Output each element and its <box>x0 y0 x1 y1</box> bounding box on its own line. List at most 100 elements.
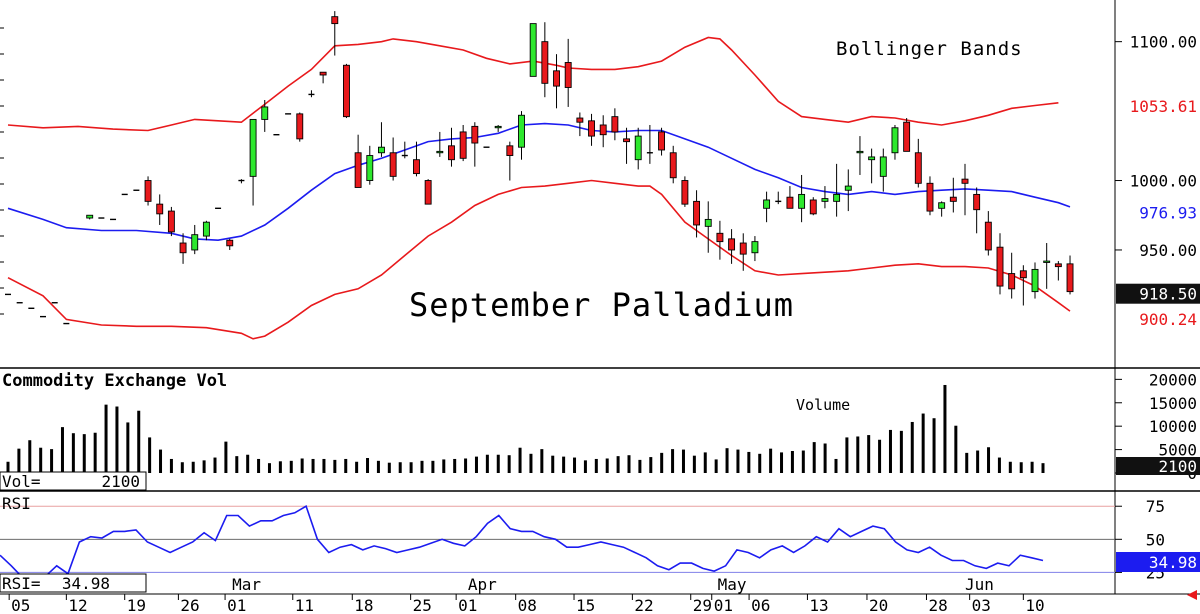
candle <box>996 233 1004 295</box>
volume-bar <box>834 458 838 473</box>
volume-bar <box>1008 461 1012 473</box>
date-tick-label-17: 28 <box>928 596 947 614</box>
month-label-1: Apr <box>468 575 497 594</box>
chart-title: September Palladium <box>409 286 794 324</box>
candle <box>179 233 187 264</box>
candle <box>1054 261 1062 281</box>
candle <box>914 138 922 188</box>
candle <box>611 108 619 141</box>
volume-bar <box>605 458 609 473</box>
candle <box>973 187 981 234</box>
volume-bar <box>551 455 555 473</box>
band-middle-line <box>7 122 1071 242</box>
candle <box>156 194 164 225</box>
volume-bar <box>60 427 64 473</box>
candle <box>1008 252 1016 299</box>
volume-bar <box>180 462 184 473</box>
candle <box>191 224 199 255</box>
volume-bar <box>910 421 914 473</box>
month-label-2: May <box>718 575 747 594</box>
volume-bar <box>747 451 751 473</box>
volume-bar <box>878 439 882 473</box>
volume-bar <box>104 404 108 473</box>
volume-bar <box>1030 461 1034 473</box>
candle-down-body <box>424 180 432 205</box>
candle <box>809 197 817 216</box>
volume-bar <box>627 455 631 473</box>
candle-up-body <box>86 214 94 219</box>
candle-down-body <box>576 117 584 123</box>
date-tick-label-16: 20 <box>869 596 888 614</box>
vol-readout-label: Vol= <box>2 472 41 491</box>
volume-bar <box>790 450 794 473</box>
date-tick-label-18: 03 <box>972 596 991 614</box>
volume-bar <box>573 457 577 473</box>
candle <box>588 113 595 146</box>
volume-bar <box>191 461 195 473</box>
candle-down-body <box>786 196 794 209</box>
candle <box>623 127 630 164</box>
rsi-readout-box <box>0 573 147 593</box>
candle <box>681 176 689 207</box>
bollinger-bands <box>7 36 1071 340</box>
date-tick-label-2: 19 <box>127 596 146 614</box>
candle-up-body <box>1031 268 1039 293</box>
candle <box>844 169 852 212</box>
candle <box>494 124 502 132</box>
volume-bar <box>464 458 468 473</box>
candle <box>891 124 899 160</box>
candle <box>436 131 444 157</box>
candle <box>459 124 467 162</box>
candle-up-body <box>1043 260 1051 263</box>
candle <box>389 137 397 181</box>
scroll-left-arrow-icon[interactable] <box>1187 590 1197 600</box>
candle-down-body <box>342 64 350 118</box>
volume-bar <box>987 447 991 473</box>
candle <box>903 118 911 152</box>
candle-down-body <box>354 152 362 188</box>
candle-down-body <box>669 152 677 179</box>
volume-bar <box>387 462 391 473</box>
candle <box>576 112 584 137</box>
candle <box>448 127 455 167</box>
candle-down-body <box>506 145 514 156</box>
candle <box>949 177 957 213</box>
candle <box>669 145 677 184</box>
volume-bar <box>485 454 489 473</box>
volume-bar <box>899 430 903 473</box>
vol-readout-value: 2100 <box>101 472 140 491</box>
candle-up-body <box>938 202 946 209</box>
date-tick-label-6: 18 <box>354 596 373 614</box>
candle <box>1019 265 1027 306</box>
volume-bar <box>355 461 359 473</box>
candle-down-body <box>693 200 701 226</box>
candle-down-body <box>226 239 234 247</box>
volume-axis: 200001500010000500002100 <box>1115 370 1200 483</box>
candle-up-body <box>751 241 759 254</box>
candle-up-body <box>436 150 444 154</box>
volume-bar <box>954 425 958 473</box>
rsi-panel-title: RSI <box>2 494 31 513</box>
candle <box>308 90 315 98</box>
price-tick-label-1: 1000.00 <box>1130 172 1197 191</box>
volume-bar <box>692 455 696 473</box>
volume-bar <box>769 448 773 473</box>
volume-bar <box>267 463 271 473</box>
candle-down-body <box>728 238 736 251</box>
date-tick-label-13: 01 <box>714 596 733 614</box>
candle <box>821 186 829 209</box>
volume-bar <box>583 460 587 473</box>
month-label-3: Jun <box>965 575 994 594</box>
candle <box>716 220 724 260</box>
volume-bar <box>856 436 860 473</box>
price-tick-label-0: 1100.00 <box>1130 33 1197 52</box>
date-tick-label-10: 15 <box>576 596 595 614</box>
candle <box>378 122 385 157</box>
price-tag-box-3 <box>1116 309 1200 330</box>
volume-bar <box>638 459 642 473</box>
volume-bar <box>235 456 239 473</box>
candle-up-body <box>634 135 642 161</box>
rsi-panel: RSI RSI= 34.98 <box>0 494 1115 593</box>
candle <box>342 63 350 119</box>
candle-down-body <box>331 16 339 25</box>
